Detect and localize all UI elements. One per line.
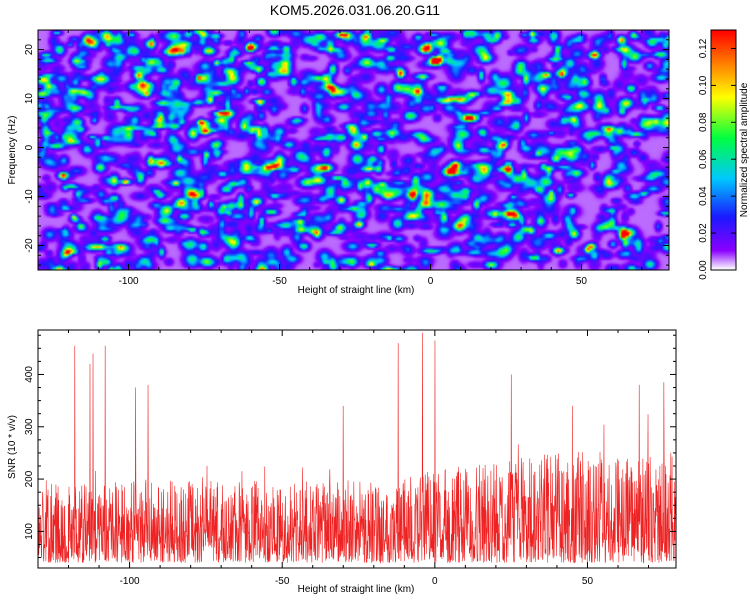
y-tick-label: 300: [24, 418, 35, 435]
y-tick-label: 0: [24, 144, 35, 150]
colorbar-tick-label: 0.04: [698, 186, 709, 206]
colorbar-gradient: [711, 30, 736, 270]
snr-x-ticks: -100 -50 0 50: [37, 330, 650, 587]
spectrogram-heatmap: [38, 30, 669, 270]
colorbar-ticks: 0.00 0.02 0.04 0.06 0.08 0.10 0.12: [698, 38, 736, 280]
colorbar-tick-label: 0.00: [698, 260, 709, 280]
y-tick-label: -20: [24, 238, 35, 253]
y-tick-label: 100: [24, 523, 35, 540]
snr-x-label: Height of straight line (km): [298, 584, 415, 595]
y-tick-label: 200: [24, 470, 35, 487]
colorbar-tick-label: 0.12: [698, 38, 709, 58]
colorbar-tick-label: 0.02: [698, 223, 709, 243]
y-tick-label: 20: [24, 44, 35, 56]
snr-panel: -100 -50 0 50 100 200 300 400 Height of straig…: [7, 329, 677, 595]
colorbar-label: Normalized spectral amplitude: [739, 82, 750, 217]
spectrogram-border: [37, 29, 670, 271]
colorbar-frame: [710, 29, 737, 271]
x-tick-label: 50: [582, 576, 594, 587]
spectrogram-x-ticks: -100 -50 0 50: [37, 30, 643, 287]
x-tick-label: 0: [428, 276, 434, 287]
colorbar-tick-label: 0.10: [698, 75, 709, 95]
snr-y-ticks: 100 200 300 400: [24, 334, 676, 559]
x-tick-label: -100: [119, 276, 139, 287]
x-tick-label: 50: [576, 276, 588, 287]
spectrogram-y-ticks: -20 -10 0 10 20: [24, 29, 669, 266]
x-tick-label: -50: [272, 276, 287, 287]
y-tick-label: 400: [24, 366, 35, 383]
x-tick-label: -100: [120, 576, 140, 587]
spectrogram-y-label: Frequency (Hz): [7, 116, 18, 185]
snr-border: [37, 329, 677, 569]
spectrogram-frame: [37, 29, 670, 271]
x-tick-label: 0: [432, 576, 438, 587]
colorbar-tick-label: 0.06: [698, 149, 709, 169]
colorbar: 0.00 0.02 0.04 0.06 0.08 0.10 0.12 Normalized …: [698, 29, 750, 280]
snr-series-line: [37, 332, 677, 564]
y-tick-label: -10: [24, 189, 35, 204]
figure-title: KOM5.2026.031.06.20.G11: [270, 2, 440, 18]
x-tick-label: -50: [275, 576, 290, 587]
y-tick-label: 10: [24, 93, 35, 105]
spectrogram-x-label: Height of straight line (km): [298, 285, 415, 296]
colorbar-tick-label: 0.08: [698, 112, 709, 132]
snr-y-label: SNR (10 * v/v): [7, 415, 18, 479]
snr-frame: [37, 329, 677, 569]
